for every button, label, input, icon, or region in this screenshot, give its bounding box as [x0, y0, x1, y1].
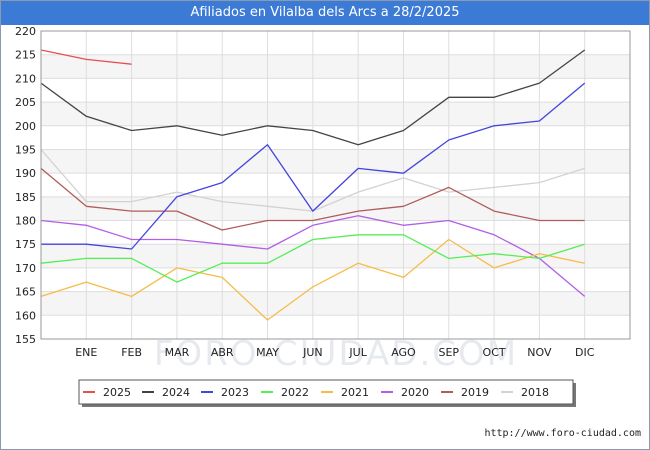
series-line-2022: [40, 234, 585, 283]
legend: 2025 2024 2023 2022 2021 2020 2019 2018: [78, 379, 576, 407]
y-tick-label: 195: [15, 143, 36, 156]
y-tick-label: 170: [15, 262, 36, 275]
y-tick-label: 160: [15, 309, 36, 322]
x-tick-label: OCT: [483, 346, 506, 359]
grid-band: [41, 196, 630, 221]
series-line-2021: [40, 238, 585, 321]
y-tick-label: 190: [15, 167, 36, 180]
legend-label-2022: 2022: [281, 386, 309, 399]
y-tick-label: 155: [15, 333, 36, 346]
x-tick-label: FEB: [121, 346, 142, 359]
grid-band: [41, 54, 630, 79]
legend-label-2019: 2019: [461, 386, 489, 399]
y-tick-label: 175: [15, 238, 36, 251]
series-line-2020: [40, 215, 586, 297]
x-tick-label: ENE: [75, 346, 97, 359]
footer-url[interactable]: http://www.foro-ciudad.com: [484, 428, 641, 439]
y-tick-label: 165: [15, 286, 36, 299]
y-tick-label: 215: [15, 49, 36, 62]
grid-band: [41, 173, 630, 197]
series-line-2024: [40, 49, 586, 146]
y-tick-label: 200: [15, 120, 36, 133]
x-tick-label: ABR: [211, 346, 234, 359]
x-axis-tick-labels: ENE FEB MAR ABR MAY JUN JUL AGO SEP OCT NOV DIC: [75, 346, 594, 359]
x-tick-label: MAY: [256, 346, 279, 359]
legend-label-2018: 2018: [521, 386, 549, 399]
grid-band: [41, 220, 630, 245]
legend-label-2024: 2024: [162, 386, 190, 399]
grid-band: [41, 149, 630, 174]
series-line-2023: [41, 82, 586, 250]
grid-band: [41, 267, 630, 292]
series-line-2019: [40, 167, 585, 231]
y-tick-label: 185: [15, 191, 36, 204]
plot-background: [41, 31, 630, 339]
grid-band: [41, 31, 630, 55]
x-tick-label: SEP: [438, 346, 459, 359]
chart-title: Afiliados en Vilalba dels Arcs a 28/2/20…: [1, 1, 649, 25]
grid-band: [41, 291, 630, 316]
x-tick-label: DIC: [575, 346, 595, 359]
plot-border: [40, 30, 631, 340]
x-tick-label: AGO: [391, 346, 416, 359]
x-tick-label: JUL: [348, 346, 367, 359]
legend-label-2021: 2021: [341, 386, 369, 399]
grid-band: [41, 244, 630, 268]
x-tick-label: JUN: [302, 346, 323, 359]
y-tick-label: 205: [15, 96, 36, 109]
grid-band: [41, 102, 630, 126]
y-tick-label: 220: [15, 25, 36, 38]
legend-label-2023: 2023: [221, 386, 249, 399]
legend-label-2020: 2020: [401, 386, 429, 399]
watermark-text: FORO-CIUDAD.COM: [154, 334, 518, 374]
grid-band: [41, 78, 630, 103]
x-tick-label: MAR: [165, 346, 190, 359]
y-tick-label: 210: [15, 72, 36, 85]
series-line-2025: [40, 49, 132, 65]
series-lines: [40, 49, 586, 321]
grid-band: [41, 315, 630, 339]
x-tick-label: NOV: [527, 346, 552, 359]
y-axis-tick-labels: 155 160 165 170 175 180 185 190 195 200 205 210 215 2…: [15, 25, 36, 346]
legend-label-2025: 2025: [103, 386, 131, 399]
y-tick-label: 180: [15, 215, 36, 228]
